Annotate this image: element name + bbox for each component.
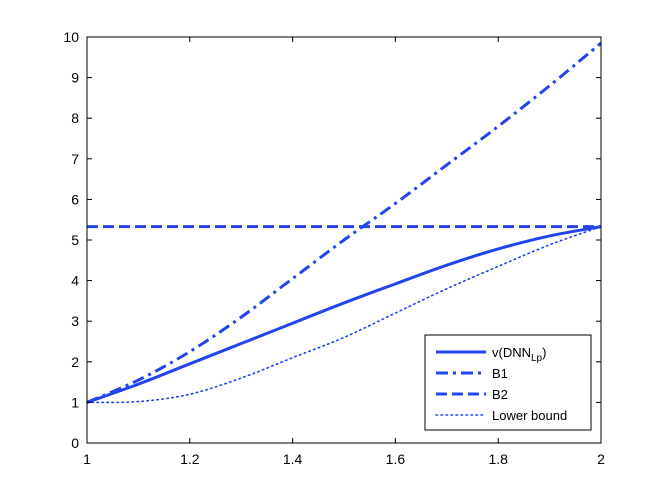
x-tick-label: 1	[83, 451, 91, 467]
legend-label: B1	[492, 366, 508, 381]
y-tick-label: 4	[71, 273, 79, 289]
y-tick-label: 1	[71, 394, 79, 410]
legend-entry-b1: B1	[492, 366, 508, 381]
legend-label: Lower bound	[492, 408, 567, 423]
legend-items: v(DNNLp) B1 B2 Lower bound	[435, 345, 567, 423]
x-tick-label: 1.2	[180, 451, 200, 467]
series-layer	[86, 41, 602, 404]
legend-label: v(DNN	[492, 345, 531, 360]
series-line-dnn-lp	[86, 225, 602, 404]
y-tick-label: 7	[71, 151, 79, 167]
y-tick-label: 8	[71, 110, 79, 126]
y-tick-label: 10	[63, 29, 79, 45]
y-tick-label: 9	[71, 70, 79, 86]
legend-entry-b2: B2	[492, 387, 508, 402]
legend: v(DNNLp) B1 B2 Lower bound	[424, 334, 592, 431]
y-tick-label: 0	[71, 435, 79, 451]
x-tick-label: 2	[597, 451, 605, 467]
legend-label-suffix: )	[542, 345, 546, 360]
x-tick-label: 1.6	[386, 451, 406, 467]
legend-label: B2	[492, 387, 508, 402]
y-tick-label: 6	[71, 191, 79, 207]
x-tick-label: 1.4	[283, 451, 303, 467]
x-tick-label: 1.8	[488, 451, 508, 467]
legend-entry-lower-bound: Lower bound	[492, 408, 567, 423]
y-tick-label: 3	[71, 313, 79, 329]
legend-label-subscript: Lp	[531, 353, 543, 364]
legend-entry-dnn-lp: v(DNNLp)	[492, 345, 546, 364]
y-tick-label: 5	[71, 232, 79, 248]
y-tick-label: 2	[71, 354, 79, 370]
series-line-b1	[86, 41, 602, 404]
